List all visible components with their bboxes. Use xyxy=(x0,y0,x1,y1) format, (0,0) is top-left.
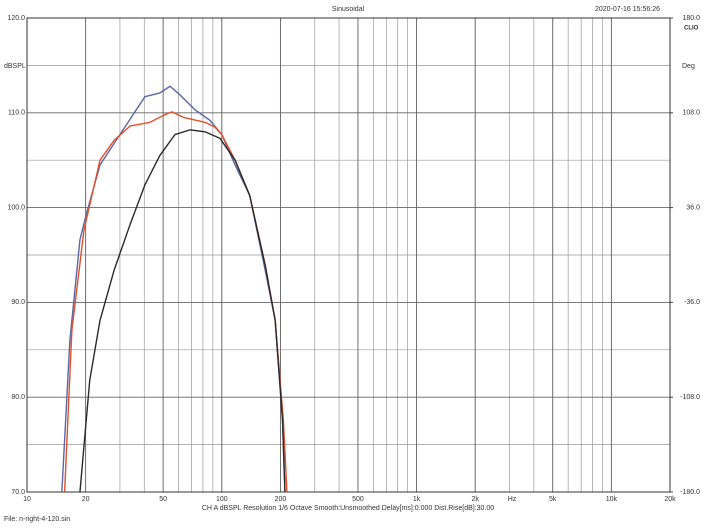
x-tick-label: 500 xyxy=(352,496,364,503)
y-tick-label: 120.0 xyxy=(7,15,25,22)
brand: CLIO xyxy=(684,26,699,32)
x-tick-label: 2k xyxy=(472,496,480,503)
y-axis-label: dBSPL xyxy=(4,63,26,70)
x-tick-label: 1k xyxy=(413,496,421,503)
chart-title: Sinusoidal xyxy=(332,6,365,13)
y2-tick-label: 180.0 xyxy=(682,15,700,22)
x-tick-label: 10k xyxy=(606,496,618,503)
y2-tick-label: -108.0 xyxy=(680,394,700,401)
footer-settings: CH A dBSPL Resolution 1/6 Octave Smooth:… xyxy=(202,505,494,512)
plot-frame xyxy=(26,17,671,493)
x-tick-label: 200 xyxy=(275,496,287,503)
file-name: File: n-right-4-120.sin xyxy=(4,516,70,523)
y2-tick-label: -180.0 xyxy=(680,489,700,496)
y2-axis-label: Deg xyxy=(682,63,695,70)
x-tick-label: 5k xyxy=(549,496,557,503)
response-curve xyxy=(63,111,288,492)
y-tick-label: 90.0 xyxy=(11,299,25,306)
x-tick-label: 20k xyxy=(664,496,676,503)
y-tick-label: 70.0 xyxy=(11,489,25,496)
y2-tick-label: -36.0 xyxy=(684,299,700,306)
x-tick-label: 50 xyxy=(159,496,167,503)
x-axis-label: Hz xyxy=(508,496,517,503)
y-tick-label: 80.0 xyxy=(11,394,25,401)
x-tick-label: 20 xyxy=(82,496,90,503)
response-curve xyxy=(61,85,286,492)
timestamp: 2020-07-16 15:56:26 xyxy=(595,6,660,13)
x-tick-label: 100 xyxy=(216,496,228,503)
y-tick-label: 100.0 xyxy=(7,204,25,211)
y2-tick-label: 36.0 xyxy=(686,204,700,211)
y2-tick-label: 108.0 xyxy=(682,110,700,117)
response-curve xyxy=(79,129,286,492)
y-tick-label: 110.0 xyxy=(8,110,25,117)
x-tick-label: 10 xyxy=(23,496,31,503)
